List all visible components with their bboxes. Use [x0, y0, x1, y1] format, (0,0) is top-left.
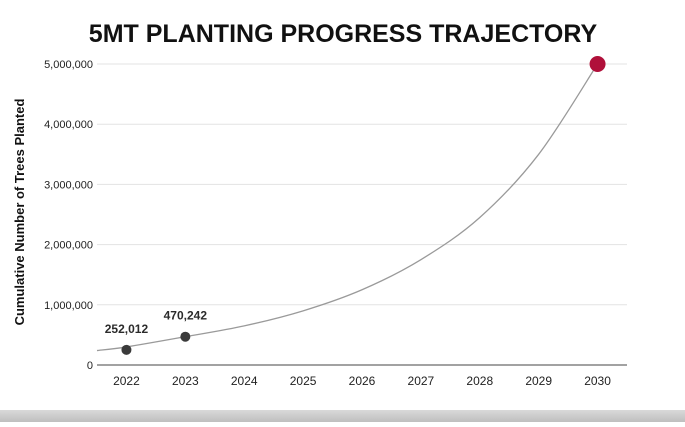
data-label: 470,242 — [164, 309, 208, 323]
x-tick-label: 2022 — [113, 374, 140, 388]
y-tick-label: 1,000,000 — [44, 300, 93, 312]
target-point — [589, 56, 606, 72]
y-tick-label: 3,000,000 — [44, 179, 93, 191]
x-tick-label: 2025 — [290, 374, 317, 388]
y-tick-label: 4,000,000 — [44, 119, 93, 131]
x-tick-label: 2030 — [584, 374, 611, 388]
data-point — [180, 331, 191, 342]
x-tick-label: 2024 — [231, 374, 258, 388]
x-tick-label: 2026 — [349, 374, 376, 388]
y-axis-ticks: 0 1,000,000 2,000,000 3,000,000 4,000,000 5,0… — [44, 59, 93, 372]
x-tick-label: 2023 — [172, 374, 199, 388]
trajectory-line — [96, 63, 599, 352]
x-tick-label: 2028 — [466, 374, 493, 388]
y-tick-label: 0 — [87, 360, 93, 372]
x-tick-label: 2029 — [525, 374, 552, 388]
x-tick-label: 2027 — [408, 374, 435, 388]
data-points: 252,012 470,242 — [105, 56, 606, 355]
bottom-strip — [0, 410, 685, 422]
data-label: 252,012 — [105, 322, 149, 336]
x-axis-ticks: 2022 2023 2024 2025 2026 2027 2028 2029 2030 — [113, 374, 611, 388]
y-tick-label: 5,000,000 — [44, 59, 93, 71]
y-tick-label: 2,000,000 — [44, 240, 93, 252]
y-axis-label: Cumulative Number of Trees Planted — [12, 99, 27, 326]
trajectory-series — [96, 63, 599, 352]
grid-lines — [97, 63, 627, 366]
chart-title: 5MT PLANTING PROGRESS TRAJECTORY — [89, 20, 598, 48]
data-point — [121, 344, 132, 355]
